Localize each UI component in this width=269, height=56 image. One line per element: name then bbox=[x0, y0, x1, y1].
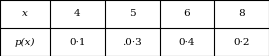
Text: 0·4: 0·4 bbox=[179, 38, 195, 46]
Text: 6: 6 bbox=[184, 10, 190, 18]
Text: 4: 4 bbox=[74, 10, 80, 18]
Text: p(x): p(x) bbox=[15, 37, 35, 47]
Text: 5: 5 bbox=[129, 10, 135, 18]
Text: 8: 8 bbox=[239, 10, 245, 18]
Text: .0·3: .0·3 bbox=[122, 38, 142, 46]
Text: 0·1: 0·1 bbox=[69, 38, 86, 46]
Text: 0·2: 0·2 bbox=[233, 38, 250, 46]
Text: x: x bbox=[22, 10, 28, 18]
